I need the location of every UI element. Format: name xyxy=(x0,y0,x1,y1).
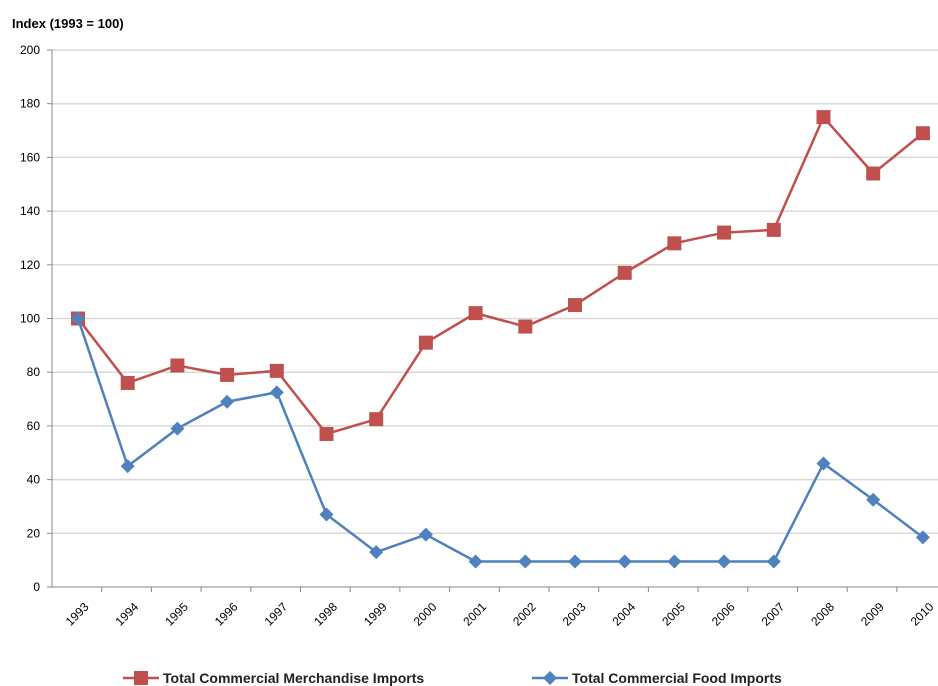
y-tick-label: 60 xyxy=(27,419,41,433)
data-point xyxy=(269,385,284,400)
data-point xyxy=(170,421,185,436)
data-point xyxy=(319,426,334,441)
x-tick-label: 1999 xyxy=(361,600,390,629)
x-tick-labels: 1993 1994 1995 1996 1997 1998 1999 2000 2001 2002… xyxy=(63,600,937,629)
gridlines xyxy=(47,49,938,592)
x-tick-label: 2007 xyxy=(759,600,788,629)
data-point xyxy=(866,166,881,181)
data-point xyxy=(220,394,235,409)
data-point xyxy=(717,225,732,240)
data-point xyxy=(667,236,682,251)
data-point xyxy=(617,265,632,280)
y-tick-label: 140 xyxy=(20,204,40,218)
data-point xyxy=(319,507,334,522)
x-tick-label: 2000 xyxy=(411,600,440,629)
data-point xyxy=(369,412,384,427)
data-point xyxy=(269,363,284,378)
data-point xyxy=(816,110,831,125)
data-point xyxy=(71,311,85,326)
legend-marker xyxy=(134,671,148,685)
data-point xyxy=(766,222,781,237)
x-tick-label: 1995 xyxy=(162,600,191,629)
y-tick-label: 40 xyxy=(27,473,41,487)
data-point xyxy=(667,554,682,569)
data-point xyxy=(120,459,135,474)
x-tick-label: 1994 xyxy=(112,600,141,629)
data-point xyxy=(468,554,483,569)
data-point xyxy=(518,554,533,569)
data-point xyxy=(120,375,135,390)
data-point xyxy=(915,530,930,545)
data-point xyxy=(617,554,632,569)
series-line xyxy=(76,318,924,563)
x-tick-label: 2001 xyxy=(460,600,489,629)
y-tick-label: 160 xyxy=(20,150,40,164)
series-line xyxy=(77,114,924,436)
x-tick-label: 2004 xyxy=(609,600,638,629)
data-point xyxy=(816,456,831,471)
x-tick-label: 1993 xyxy=(63,600,92,629)
data-point xyxy=(418,527,433,542)
y-tick-label: 200 xyxy=(20,43,40,57)
data-point xyxy=(766,554,781,569)
data-point xyxy=(418,335,433,350)
data-point xyxy=(170,358,185,373)
series-group xyxy=(71,110,930,569)
data-point xyxy=(915,126,930,141)
data-point xyxy=(468,306,483,321)
x-tick-label: 2010 xyxy=(908,600,937,629)
data-point xyxy=(568,554,582,569)
y-tick-label: 180 xyxy=(20,97,40,111)
y-tick-label: 80 xyxy=(27,365,41,379)
data-point xyxy=(220,367,235,382)
data-point xyxy=(518,319,533,334)
y-tick-label: 100 xyxy=(20,312,40,326)
x-tick-label: 2008 xyxy=(808,600,837,629)
y-tick-label: 120 xyxy=(20,258,40,272)
data-point xyxy=(369,545,384,560)
legend: Total Commercial Merchandise Imports Tota… xyxy=(123,670,782,686)
x-tick-label: 1996 xyxy=(212,600,241,629)
y-tick-label: 0 xyxy=(33,580,40,594)
x-tick-label: 2005 xyxy=(659,600,688,629)
legend-label: Total Commercial Merchandise Imports xyxy=(163,670,424,686)
x-tick-label: 2003 xyxy=(560,600,589,629)
data-point xyxy=(866,492,881,507)
y-axis-label: Index (1993 = 100) xyxy=(12,16,124,31)
x-tick-label: 1997 xyxy=(262,600,291,629)
x-tick-label: 2009 xyxy=(858,600,887,629)
x-tick-label: 2002 xyxy=(510,600,539,629)
y-tick-labels: 0 20 40 60 80 100 120 140 160 180 200 xyxy=(20,43,40,594)
x-tick-label: 1998 xyxy=(311,600,340,629)
data-point xyxy=(717,554,732,569)
legend-label: Total Commercial Food Imports xyxy=(572,670,782,686)
y-tick-label: 20 xyxy=(27,526,41,540)
x-tick-label: 2006 xyxy=(709,600,738,629)
legend-marker xyxy=(543,671,557,685)
data-point xyxy=(568,298,582,313)
